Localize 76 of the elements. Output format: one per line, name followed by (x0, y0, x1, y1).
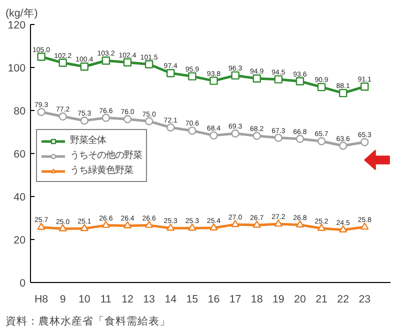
x-tick-label: H8 (34, 294, 48, 306)
point (274, 134, 283, 142)
y-axis-title: (kg/年) (6, 8, 38, 20)
point (296, 134, 304, 143)
y-tick-label: 80 (14, 106, 26, 118)
point (210, 223, 218, 231)
x-tick-label: 23 (358, 294, 371, 306)
point (274, 75, 283, 84)
point (144, 60, 154, 68)
point (274, 219, 283, 227)
x-tick-label: 9 (60, 294, 66, 306)
y-tick-label: 20 (14, 234, 26, 246)
point (188, 126, 196, 135)
x-tick-label: 12 (122, 294, 134, 306)
x-tick-label: 18 (250, 294, 263, 306)
point (317, 82, 326, 92)
point (360, 138, 369, 146)
x-tick-label: 21 (316, 294, 328, 306)
point (252, 132, 261, 140)
point (58, 58, 67, 67)
y-tick-label: 60 (14, 148, 26, 160)
point (166, 123, 175, 132)
x-tick-label: 20 (294, 294, 306, 306)
x-tick-label: 22 (337, 294, 350, 306)
y-tick-label: 100 (8, 62, 26, 74)
point (80, 62, 88, 71)
legend-label: うち緑黄色野菜 (70, 164, 133, 177)
x-tick-label: 13 (143, 294, 156, 306)
point (296, 77, 304, 86)
point (231, 129, 240, 138)
point (123, 221, 132, 228)
point (338, 225, 348, 232)
point (58, 224, 67, 232)
x-tick-label: 17 (229, 294, 242, 306)
legend-label: うちその他の野菜 (70, 149, 142, 162)
text: 資料：農林水産省「食料需給表」 (6, 314, 170, 328)
x-tick-label: 14 (164, 294, 177, 306)
x-tick-label: 10 (78, 294, 90, 306)
point (188, 223, 196, 231)
point (144, 117, 154, 126)
point (123, 115, 132, 124)
point (37, 222, 46, 230)
point (210, 76, 218, 85)
point (360, 222, 369, 230)
point (338, 88, 348, 98)
y-tick-label: 40 (14, 192, 26, 204)
legend-label: 野菜全体 (70, 134, 106, 147)
point (58, 112, 67, 121)
point (317, 137, 326, 146)
point (166, 223, 175, 231)
point (102, 56, 110, 65)
x-tick-label: 15 (186, 294, 198, 306)
point (166, 68, 175, 78)
point (123, 58, 132, 66)
point (102, 220, 110, 228)
point (252, 74, 261, 83)
x-tick-label: 19 (272, 294, 284, 306)
point (188, 72, 196, 80)
point (338, 142, 348, 150)
point (231, 71, 240, 80)
point (360, 82, 369, 91)
point (80, 224, 88, 232)
x-tick-label: 16 (208, 294, 220, 306)
point (102, 114, 110, 122)
y-tick-label: 0 (20, 278, 26, 290)
point (296, 220, 304, 228)
x-tick-label: 11 (100, 294, 112, 306)
point (37, 108, 46, 116)
point (37, 52, 46, 61)
point (80, 116, 88, 125)
point (210, 131, 218, 140)
point (317, 224, 326, 231)
point (144, 220, 154, 228)
point (231, 220, 240, 228)
point (252, 220, 261, 228)
y-tick-label: 120 (8, 20, 26, 32)
